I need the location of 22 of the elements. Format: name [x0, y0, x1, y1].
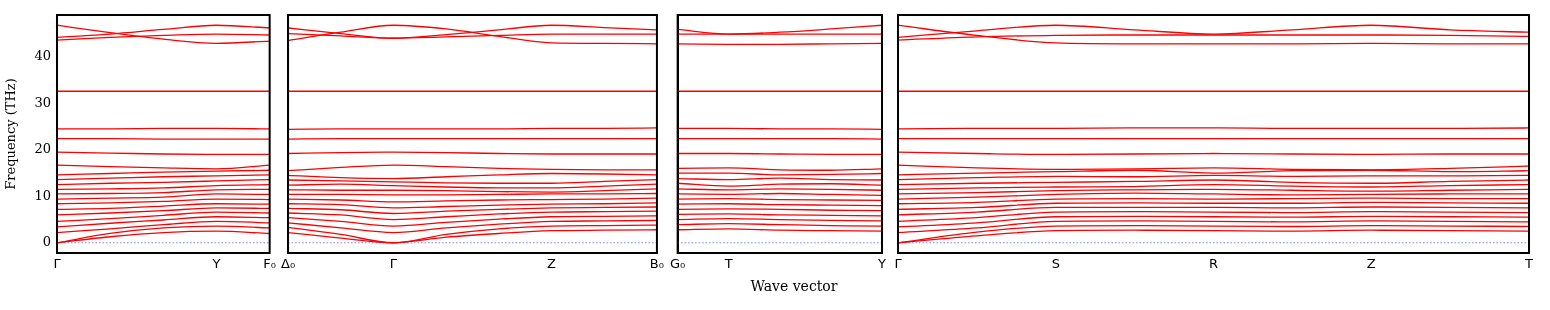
x-tick-label: G₀: [669, 256, 686, 272]
x-tick-label: Z: [547, 256, 557, 272]
x-tick-label: Γ: [53, 256, 62, 272]
x-tick-label: F₀: [263, 256, 277, 272]
x-tick-label: R: [1208, 256, 1219, 272]
y-tick-label: 20: [34, 141, 51, 157]
y-tick-label: 0: [42, 234, 51, 250]
y-tick-label: 10: [34, 187, 51, 203]
x-tick-label: T: [723, 256, 733, 272]
x-tick-label: T: [1524, 256, 1534, 272]
y-axis-title: Frequency (THz): [3, 78, 19, 190]
x-axis-title: Wave vector: [750, 278, 838, 294]
x-tick-label: Y: [211, 256, 221, 272]
x-tick-label: Γ: [389, 256, 398, 272]
x-tick-label: S: [1051, 256, 1060, 272]
y-tick-label: 40: [34, 48, 51, 64]
x-tick-label: Z: [1366, 256, 1376, 272]
x-tick-label: B₀: [649, 256, 665, 272]
x-tick-label: Y: [877, 256, 887, 272]
x-tick-label: Γ: [894, 256, 903, 272]
y-tick-label: 30: [34, 94, 51, 110]
x-tick-label: Δ₀: [281, 256, 296, 272]
